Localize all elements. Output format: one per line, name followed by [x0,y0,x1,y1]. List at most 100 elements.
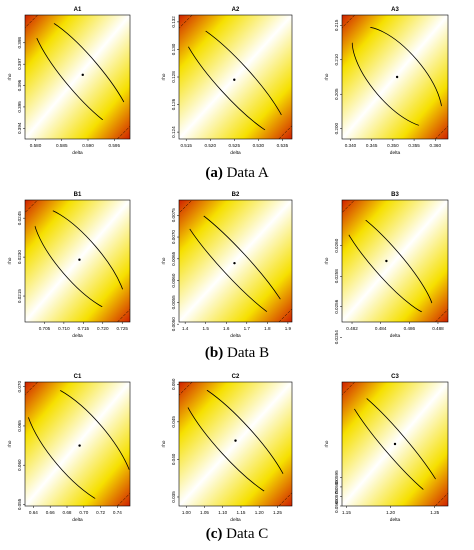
estimate-point [385,259,388,263]
x-tick-label: 1.5 [203,326,210,331]
y-tick-label: 0.200 [334,122,339,134]
x-tick-label: 0.520 [205,143,217,148]
plot-frame [178,199,293,323]
x-tick-label: 0.535 [277,143,289,148]
estimate-point [81,73,84,77]
x-tick-label: 0.350 [387,143,399,148]
estimate-point [233,78,236,81]
caption-b: (b) Data B [0,345,474,362]
x-tick-label: 0.705 [39,326,51,331]
caption-c-text: Data C [226,526,269,542]
y-axis-label: rho [7,440,13,447]
panel-C2: C2 1.00 1.05 1.10 1.15 1.20 1.25 delta 0.035 0.04… [161,374,293,523]
caption-c: (c) Data C [0,526,474,543]
plot-frame [341,381,449,507]
y-tick-label: 0.132 [171,16,176,28]
x-tick-label: 0.515 [180,143,192,148]
x-tick-label: 1.25 [430,510,439,515]
caption-a-label: (a) [205,165,223,181]
x-tick-label: 0.486 [404,326,416,331]
heatmap-fill [342,200,448,322]
y-tick-label: 0.394 [17,122,22,134]
y-tick-label: 0.0260 [334,238,339,252]
estimate-point [78,444,81,447]
plot-frame [341,14,449,140]
x-tick-label: 1.20 [386,510,395,515]
plot-frame [24,14,131,140]
y-axis-label: rho [324,257,330,264]
y-tick-label: 0.128 [171,71,176,83]
contour-line [461,15,474,139]
y-tick-label: 0.0565 [334,499,339,513]
y-tick-label: 0.050 [171,378,176,390]
plot-frame [24,381,131,507]
x-tick-label: 0.585 [56,143,68,148]
y-tick-label: 0.126 [171,98,176,110]
x-tick-label: 0.580 [30,143,42,148]
y-tick-label: 0.065 [17,420,22,432]
x-tick-label: 1.15 [236,510,245,515]
x-axis-label: delta [390,150,401,156]
caption-a: (a) Data A [0,165,474,182]
panel-C1: C1 0.64 0.66 0.68 0.70 0.72 0.74 delta 0.055 0.06… [7,374,136,523]
y-tick-label: 0.0258 [334,269,339,283]
y-tick-label: 0.396 [17,79,22,91]
y-tick-label: 0.205 [334,88,339,100]
x-tick-label: 0.340 [345,143,357,148]
y-tick-label: 0.0230 [17,250,22,264]
panel-title: B3 [391,192,399,198]
y-tick-label: 0.0245 [17,211,22,225]
x-tick-label: 0.68 [63,510,72,515]
y-tick-label: 0.0065 [171,251,176,265]
panel-B1: B1 0.705 0.710 0.715 0.720 0.725 delta 0.0215 0.… [7,192,131,339]
x-tick-label: 1.15 [342,510,351,515]
x-tick-label: 0.345 [366,143,378,148]
x-tick-label: 1.4 [182,326,189,331]
panel-title: A2 [232,7,240,13]
x-tick-label: 0.355 [408,143,420,148]
panel-title: C3 [391,374,399,380]
panel-A1: A1 0.580 0.585 0.590 0.595 delta 0.394 0.395 0.3… [7,7,134,156]
x-tick-label: 0.72 [96,510,105,515]
x-axis-label: delta [230,150,241,156]
y-tick-label: 0.395 [17,101,22,113]
x-tick-label: 0.590 [82,143,94,148]
x-tick-label: 0.360 [430,143,442,148]
x-tick-label: 0.525 [229,143,241,148]
panel-B3: B3 0.482 0.484 0.486 0.488 delta 0.0254 0.0256 0… [324,192,474,344]
panel-title: A3 [391,7,399,13]
x-tick-label: 0.715 [78,326,90,331]
panel-title: A1 [74,7,82,13]
x-tick-label: 1.6 [223,326,230,331]
x-tick-label: 0.484 [375,326,387,331]
x-tick-label: 1.7 [244,326,251,331]
x-tick-label: 0.720 [97,326,109,331]
y-tick-label: 0.130 [171,43,176,55]
panel-C3: C3 1.15 1.20 1.25 delta 0.05650.05750.05850.0… [324,374,449,523]
estimate-point [393,442,397,446]
panel-title: C2 [232,374,240,380]
panel-A2: A2 0.515 0.520 0.525 0.530 0.535 delta 0.124 0.1… [161,7,293,156]
x-tick-label: 0.70 [79,510,88,515]
y-tick-label: 0.0254 [334,330,339,344]
x-axis-label: delta [230,333,241,339]
y-tick-label: 0.397 [17,58,22,70]
y-tick-label: 0.0256 [334,299,339,313]
y-tick-label: 0.215 [334,19,339,31]
caption-c-label: (c) [205,526,223,542]
contour-line [461,200,474,322]
y-tick-label: 0.045 [171,416,176,428]
x-tick-label: 0.74 [113,510,122,515]
x-tick-label: 1.20 [255,510,264,515]
x-tick-label: 0.488 [432,326,444,331]
plot-frame [341,199,449,323]
estimate-point [78,258,81,261]
heatmap-fill [25,15,130,139]
x-axis-label: delta [72,150,83,156]
x-tick-label: 0.710 [58,326,70,331]
y-tick-label: 0.0575 [334,489,339,503]
x-tick-label: 0.530 [253,143,265,148]
y-tick-label: 0.124 [171,126,176,138]
x-tick-label: 0.64 [29,510,38,515]
